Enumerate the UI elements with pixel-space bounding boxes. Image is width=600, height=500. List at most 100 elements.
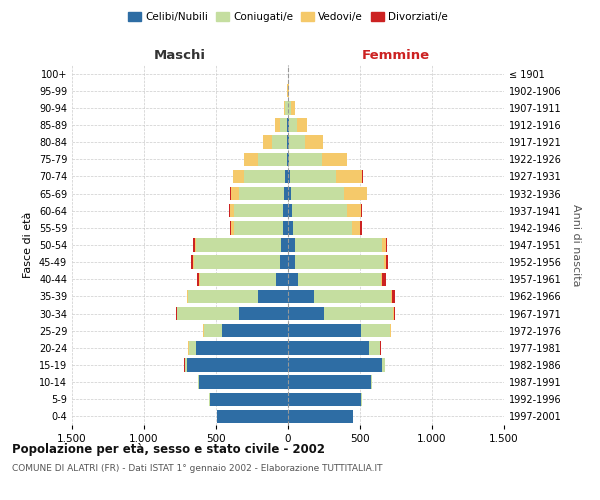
Bar <box>352 221 360 234</box>
Bar <box>281 238 288 252</box>
Bar <box>191 256 193 269</box>
Bar <box>239 307 288 320</box>
Bar <box>288 170 290 183</box>
Bar <box>289 152 322 166</box>
Bar <box>324 307 393 320</box>
Bar <box>287 152 288 166</box>
Bar <box>198 376 199 389</box>
Bar <box>370 341 380 354</box>
Bar <box>280 118 287 132</box>
Bar <box>305 136 323 149</box>
Bar <box>288 152 289 166</box>
Bar <box>288 307 324 320</box>
Bar <box>284 187 288 200</box>
Bar <box>362 170 363 183</box>
Bar <box>288 118 289 132</box>
Bar <box>197 272 199 286</box>
Bar <box>287 136 288 149</box>
Text: Femmine: Femmine <box>362 48 430 62</box>
Bar <box>196 341 288 354</box>
Bar <box>194 238 196 252</box>
Bar <box>288 392 361 406</box>
Bar <box>230 221 231 234</box>
Bar <box>288 324 361 338</box>
Bar <box>199 272 200 286</box>
Bar <box>287 118 288 132</box>
Bar <box>361 324 390 338</box>
Bar <box>231 221 233 234</box>
Bar <box>386 238 388 252</box>
Bar <box>230 187 239 200</box>
Bar <box>288 341 370 354</box>
Bar <box>290 170 335 183</box>
Bar <box>283 204 288 218</box>
Bar <box>335 170 362 183</box>
Text: COMUNE DI ALATRI (FR) - Dati ISTAT 1° gennaio 2002 - Elaborazione TUTTITALIA.IT: COMUNE DI ALATRI (FR) - Dati ISTAT 1° ge… <box>12 464 383 473</box>
Y-axis label: Fasce di età: Fasce di età <box>23 212 33 278</box>
Bar <box>288 410 353 423</box>
Bar <box>288 256 295 269</box>
Bar <box>235 204 283 218</box>
Text: Popolazione per età, sesso e stato civile - 2002: Popolazione per età, sesso e stato civil… <box>12 442 325 456</box>
Bar <box>382 358 385 372</box>
Bar <box>200 272 277 286</box>
Bar <box>295 238 382 252</box>
Bar <box>199 376 288 389</box>
Bar <box>288 204 292 218</box>
Bar <box>296 118 307 132</box>
Bar <box>244 170 285 183</box>
Bar <box>288 136 289 149</box>
Bar <box>244 152 258 166</box>
Bar <box>314 290 391 303</box>
Bar <box>275 118 280 132</box>
Bar <box>371 376 372 389</box>
Bar <box>291 101 295 114</box>
Bar <box>285 170 288 183</box>
Bar <box>193 256 194 269</box>
Bar <box>382 272 386 286</box>
Bar <box>283 221 288 234</box>
Bar <box>347 204 361 218</box>
Bar <box>381 272 382 286</box>
Bar <box>188 290 259 303</box>
Bar <box>288 101 291 114</box>
Bar <box>187 358 288 372</box>
Bar <box>322 152 347 166</box>
Bar <box>217 410 288 423</box>
Bar <box>292 204 347 218</box>
Bar <box>209 392 288 406</box>
Bar <box>177 307 239 320</box>
Bar <box>229 204 230 218</box>
Bar <box>288 221 293 234</box>
Bar <box>394 307 395 320</box>
Y-axis label: Anni di nascita: Anni di nascita <box>571 204 581 286</box>
Text: Maschi: Maschi <box>154 48 206 62</box>
Bar <box>293 221 352 234</box>
Bar <box>298 272 381 286</box>
Bar <box>233 170 244 183</box>
Bar <box>286 101 287 114</box>
Bar <box>288 272 298 286</box>
Bar <box>386 256 388 269</box>
Bar <box>239 187 284 200</box>
Bar <box>288 358 382 372</box>
Bar <box>272 136 287 149</box>
Bar <box>263 136 272 149</box>
Bar <box>280 256 288 269</box>
Bar <box>185 358 187 372</box>
Bar <box>288 187 291 200</box>
Bar <box>222 324 288 338</box>
Bar <box>288 290 314 303</box>
Bar <box>384 256 386 269</box>
Bar <box>288 376 371 389</box>
Bar <box>204 324 222 338</box>
Legend: Celibi/Nubili, Coniugati/e, Vedovi/e, Divorziati/e: Celibi/Nubili, Coniugati/e, Vedovi/e, Di… <box>124 8 452 26</box>
Bar <box>188 341 196 354</box>
Bar <box>284 101 286 114</box>
Bar <box>391 290 392 303</box>
Bar <box>193 238 194 252</box>
Bar <box>277 272 288 286</box>
Bar <box>291 187 344 200</box>
Bar <box>295 256 384 269</box>
Bar <box>360 221 362 234</box>
